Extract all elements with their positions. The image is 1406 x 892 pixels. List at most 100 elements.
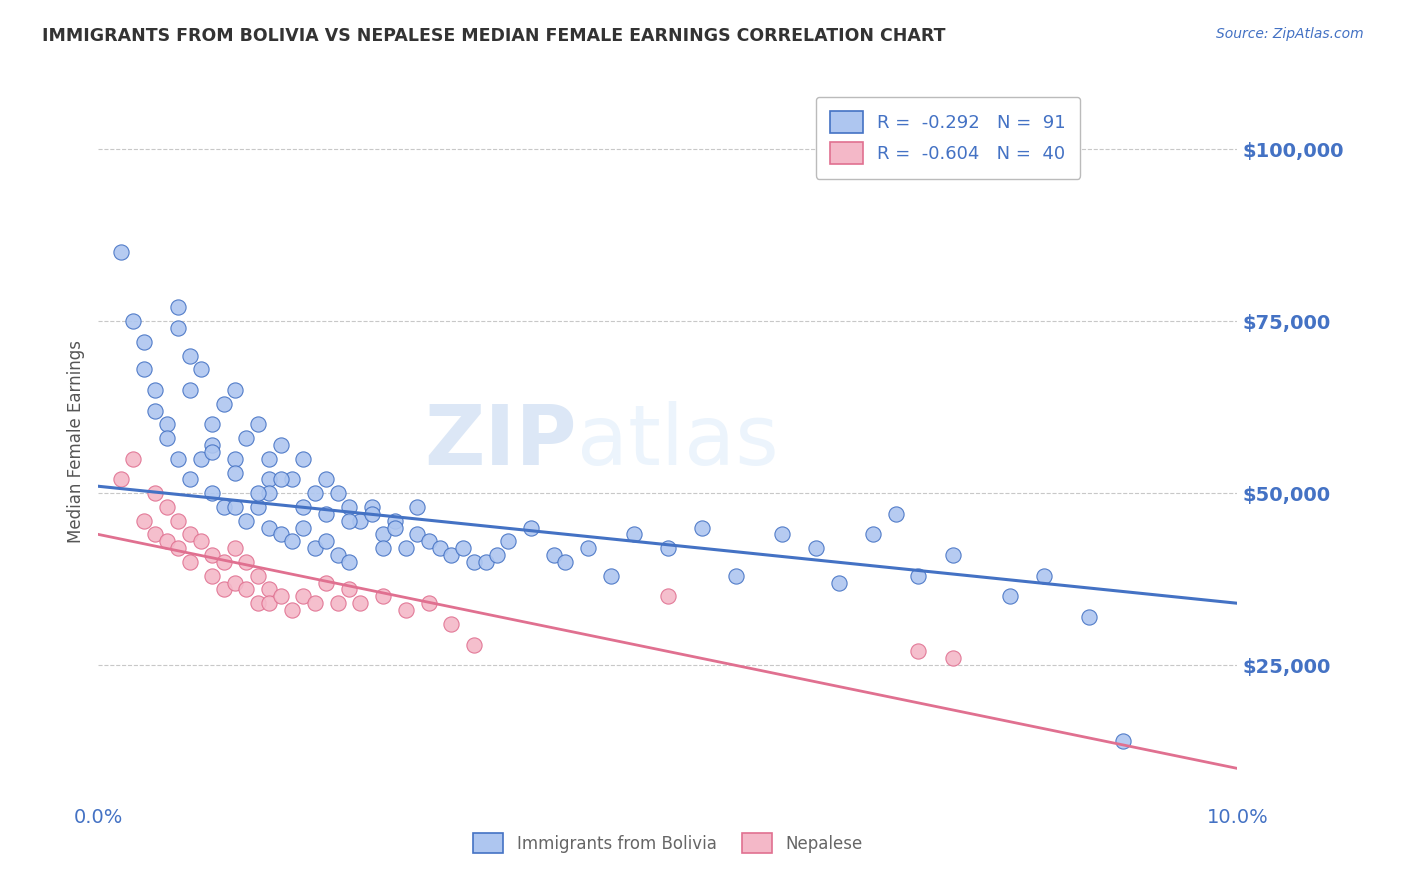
- Point: [304, 596, 326, 610]
- Point: [292, 500, 315, 514]
- Point: [337, 555, 360, 569]
- Point: [942, 651, 965, 665]
- Point: [246, 486, 269, 500]
- Point: [246, 596, 269, 610]
- Point: [201, 417, 224, 432]
- Point: [212, 555, 235, 569]
- Point: [121, 314, 143, 328]
- Point: [326, 548, 349, 562]
- Point: [212, 397, 235, 411]
- Point: [884, 507, 907, 521]
- Point: [110, 472, 132, 486]
- Point: [224, 451, 246, 466]
- Point: [270, 472, 292, 486]
- Text: ZIP: ZIP: [425, 401, 576, 482]
- Point: [770, 527, 793, 541]
- Point: [201, 486, 224, 500]
- Point: [337, 582, 360, 597]
- Point: [281, 603, 304, 617]
- Point: [292, 520, 315, 534]
- Point: [828, 575, 851, 590]
- Point: [190, 362, 212, 376]
- Point: [395, 541, 418, 556]
- Point: [418, 596, 440, 610]
- Point: [156, 417, 179, 432]
- Point: [224, 466, 246, 480]
- Point: [281, 534, 304, 549]
- Point: [246, 568, 269, 582]
- Point: [429, 541, 451, 556]
- Point: [156, 431, 179, 445]
- Point: [451, 541, 474, 556]
- Point: [384, 520, 406, 534]
- Point: [179, 555, 201, 569]
- Point: [600, 568, 623, 582]
- Point: [201, 438, 224, 452]
- Point: [292, 451, 315, 466]
- Point: [246, 500, 269, 514]
- Point: [145, 383, 167, 397]
- Point: [145, 486, 167, 500]
- Point: [474, 555, 496, 569]
- Point: [406, 527, 429, 541]
- Point: [315, 575, 337, 590]
- Point: [1032, 568, 1054, 582]
- Point: [201, 548, 224, 562]
- Point: [384, 514, 406, 528]
- Point: [463, 638, 485, 652]
- Point: [167, 321, 190, 335]
- Point: [167, 514, 190, 528]
- Point: [1078, 610, 1101, 624]
- Point: [315, 472, 337, 486]
- Point: [201, 445, 224, 459]
- Point: [907, 568, 929, 582]
- Point: [179, 527, 201, 541]
- Point: [235, 514, 257, 528]
- Point: [179, 472, 201, 486]
- Point: [360, 500, 382, 514]
- Point: [259, 486, 281, 500]
- Point: [224, 383, 246, 397]
- Point: [406, 500, 429, 514]
- Point: [156, 534, 179, 549]
- Point: [259, 472, 281, 486]
- Point: [270, 438, 292, 452]
- Point: [463, 555, 485, 569]
- Point: [145, 403, 167, 417]
- Point: [259, 520, 281, 534]
- Point: [337, 500, 360, 514]
- Point: [292, 590, 315, 604]
- Point: [259, 596, 281, 610]
- Point: [543, 548, 565, 562]
- Point: [907, 644, 929, 658]
- Point: [246, 417, 269, 432]
- Point: [337, 514, 360, 528]
- Point: [349, 596, 371, 610]
- Point: [270, 527, 292, 541]
- Point: [520, 520, 543, 534]
- Point: [418, 534, 440, 549]
- Point: [373, 527, 395, 541]
- Point: [486, 548, 509, 562]
- Point: [201, 568, 224, 582]
- Point: [132, 334, 155, 349]
- Point: [167, 301, 190, 315]
- Point: [1112, 734, 1135, 748]
- Point: [281, 472, 304, 486]
- Point: [212, 500, 235, 514]
- Point: [304, 541, 326, 556]
- Point: [145, 527, 167, 541]
- Point: [224, 541, 246, 556]
- Point: [554, 555, 576, 569]
- Point: [623, 527, 645, 541]
- Point: [725, 568, 748, 582]
- Point: [315, 507, 337, 521]
- Point: [190, 451, 212, 466]
- Y-axis label: Median Female Earnings: Median Female Earnings: [66, 340, 84, 543]
- Point: [998, 590, 1021, 604]
- Point: [942, 548, 965, 562]
- Text: Source: ZipAtlas.com: Source: ZipAtlas.com: [1216, 27, 1364, 41]
- Point: [235, 431, 257, 445]
- Point: [440, 548, 463, 562]
- Point: [224, 500, 246, 514]
